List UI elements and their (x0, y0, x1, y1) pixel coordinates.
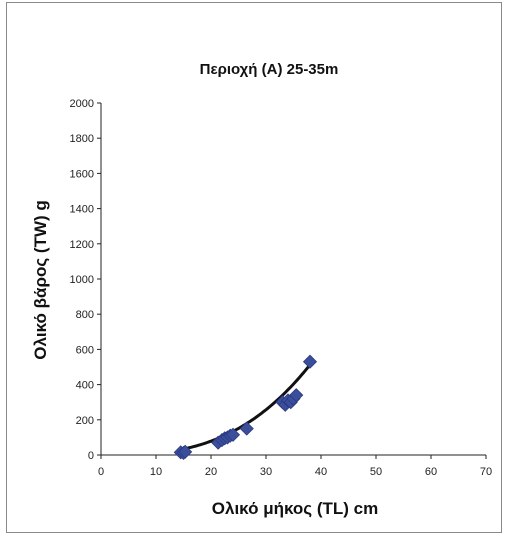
y-tick-label: 400 (76, 380, 94, 392)
y-tick-label: 2000 (70, 98, 94, 110)
y-tick-label: 600 (76, 344, 94, 356)
y-tick-label: 1600 (70, 168, 94, 180)
chart-frame: Περιοχή (Α) 25-35m (6, 2, 502, 533)
y-tick-label: 800 (76, 309, 94, 321)
x-tick-label: 70 (480, 466, 492, 478)
y-tick-label: 0 (88, 450, 94, 462)
x-tick-labels: 0 10 20 30 40 50 60 70 (98, 466, 492, 478)
data-point (178, 444, 193, 459)
y-tick-label: 200 (76, 415, 94, 427)
axes (97, 102, 487, 459)
y-axis-title: Ολικό βάρος (TW) g (31, 200, 50, 360)
data-point (225, 427, 241, 442)
y-tick-label: 1200 (70, 239, 94, 251)
data-point (302, 354, 318, 369)
data-point (289, 388, 304, 403)
x-tick-label: 60 (425, 466, 437, 478)
chart-title: Περιοχή (Α) 25-35m (199, 61, 339, 78)
x-axis-title: Ολικό μήκος (TL) cm (212, 499, 378, 518)
x-tick-label: 50 (370, 466, 382, 478)
y-tick-label: 1000 (70, 274, 94, 286)
y-tick-label: 1400 (70, 204, 94, 216)
data-points (173, 354, 318, 460)
x-tick-label: 40 (315, 466, 327, 478)
y-tick-label: 1800 (70, 133, 94, 145)
x-tick-label: 10 (150, 466, 162, 478)
x-tick-label: 20 (205, 466, 217, 478)
y-tick-labels: 0 200 400 600 800 1000 1200 1400 1600 1800 2000 (70, 98, 94, 462)
x-tick-label: 30 (260, 466, 272, 478)
x-tick-label: 0 (98, 466, 104, 478)
data-point (239, 421, 254, 436)
